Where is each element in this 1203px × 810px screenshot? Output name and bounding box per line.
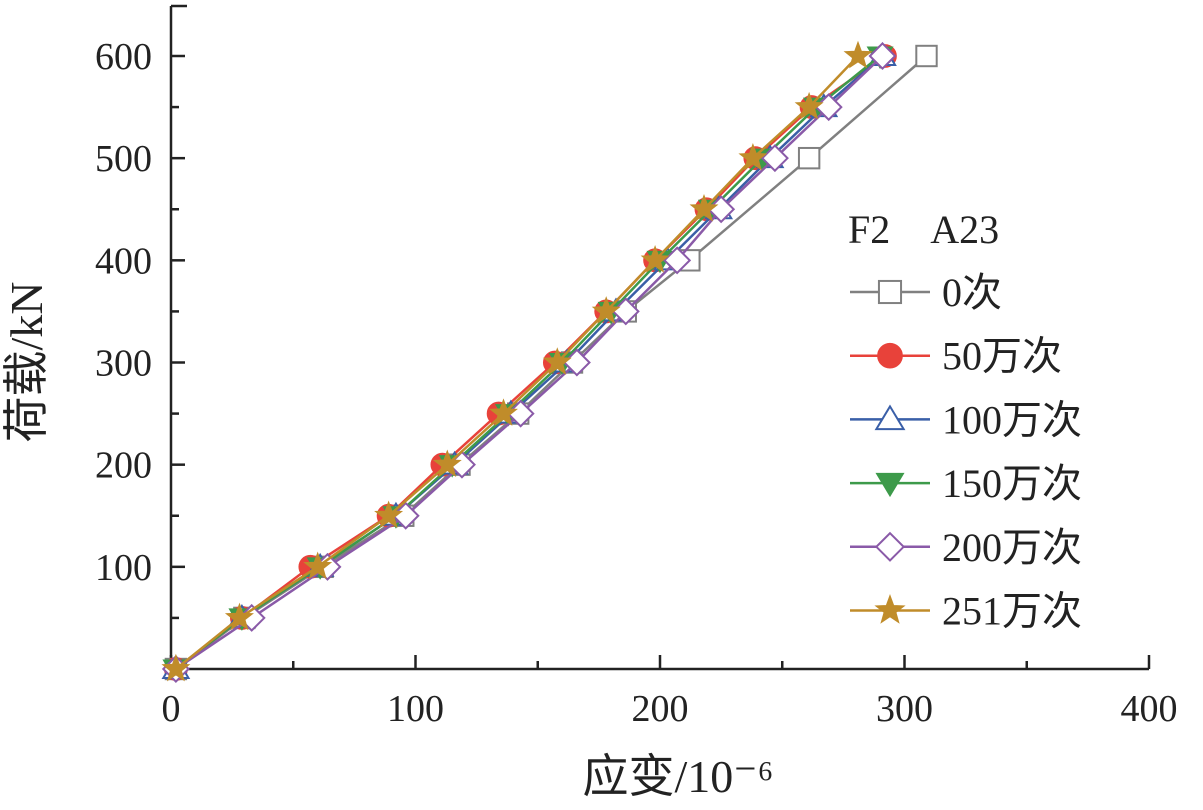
legend-item: 50万次 — [850, 334, 1062, 379]
y-tick-label: 200 — [95, 445, 152, 487]
legend-title: F2 A23 — [848, 207, 999, 252]
data-point — [738, 142, 768, 171]
series-1 — [163, 44, 897, 681]
data-point — [868, 41, 897, 71]
y-tick-label: 600 — [95, 36, 152, 78]
x-axis-title: 应变/10⁻⁶ — [582, 751, 773, 802]
x-tick-label: 100 — [387, 688, 444, 730]
data-point — [794, 91, 824, 120]
legend: F2 A23 0次 50万次 100万次 150万次 200万次 251万次 — [848, 207, 1082, 634]
legend-label: 50万次 — [942, 334, 1062, 379]
series-layer — [161, 40, 938, 684]
axes: 0 100 200 300 400 100 200 300 400 500 600 — [95, 4, 1178, 730]
data-point — [374, 500, 404, 529]
data-point — [161, 653, 191, 682]
legend-label: 150万次 — [942, 461, 1082, 506]
legend-item: 150万次 — [850, 461, 1082, 506]
data-point — [591, 296, 621, 324]
data-point — [877, 342, 903, 369]
x-tick-label: 400 — [1121, 688, 1178, 730]
data-point — [877, 279, 903, 305]
data-point — [640, 245, 670, 273]
x-tick-label: 0 — [162, 688, 181, 730]
legend-item: 100万次 — [850, 397, 1082, 442]
series-2 — [161, 42, 897, 679]
series-3 — [162, 46, 894, 682]
data-point — [689, 193, 719, 222]
data-point — [489, 398, 518, 426]
legend-item: 0次 — [850, 270, 1002, 315]
data-point — [874, 531, 906, 562]
y-tick-label: 100 — [95, 547, 152, 589]
y-axis-title: 荷载/kN — [1, 282, 52, 443]
series-5 — [161, 40, 873, 682]
y-tick-label: 400 — [95, 240, 152, 282]
data-point — [843, 40, 873, 69]
data-point — [875, 472, 905, 498]
legend-item: 200万次 — [850, 525, 1082, 570]
data-point — [224, 602, 254, 631]
legend-label: 251万次 — [942, 589, 1082, 634]
legend-item: 251万次 — [850, 589, 1082, 634]
x-tick-label: 200 — [632, 688, 689, 730]
series-4 — [161, 41, 897, 684]
x-tick-label: 300 — [876, 688, 933, 730]
data-point — [874, 404, 906, 431]
legend-label: 200万次 — [942, 525, 1082, 570]
data-point — [542, 347, 572, 375]
legend-label: 100万次 — [942, 397, 1082, 442]
y-tick-label: 500 — [95, 138, 152, 180]
data-point — [797, 146, 821, 170]
data-point — [874, 594, 906, 624]
legend-label: 0次 — [942, 270, 1002, 315]
y-tick-label: 300 — [95, 343, 152, 385]
data-point — [432, 449, 462, 477]
data-point — [303, 551, 333, 580]
data-point — [915, 44, 938, 68]
